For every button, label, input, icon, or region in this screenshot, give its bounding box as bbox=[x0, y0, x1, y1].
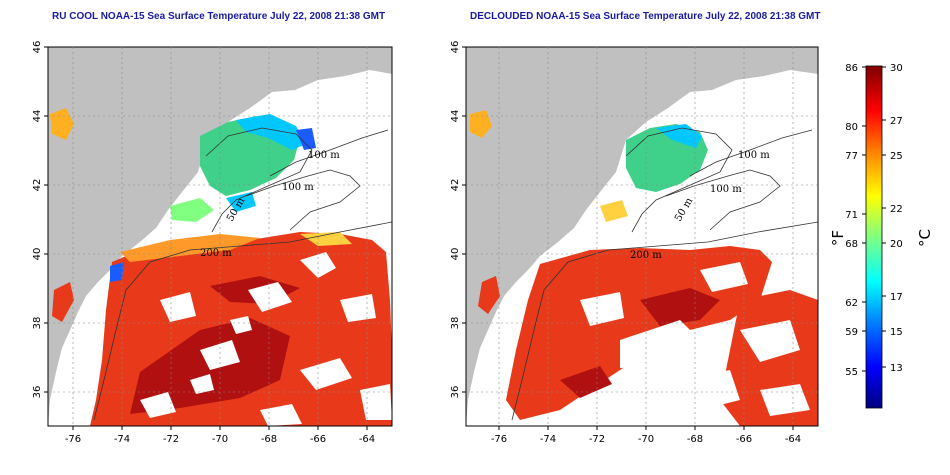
colorbar-c-tick: 22 bbox=[890, 204, 903, 215]
colorbar-f-tick: 59 bbox=[845, 327, 858, 338]
right-lon-tick: -70 bbox=[638, 434, 654, 445]
left-lon-tick: -74 bbox=[114, 434, 130, 445]
left-lon-tick: -76 bbox=[65, 434, 81, 445]
right-lon-tick: -66 bbox=[736, 434, 752, 445]
colorbar-c-tick: 25 bbox=[890, 151, 903, 162]
right-lat-tick: 42 bbox=[450, 179, 461, 192]
right-lon-tick: -74 bbox=[540, 434, 556, 445]
left-lat-tick: 42 bbox=[32, 179, 43, 192]
colorbar-c-tick: 27 bbox=[890, 116, 903, 127]
right-map-title: DECLOUDED NOAA-15 Sea Surface Temperatur… bbox=[470, 11, 821, 22]
right-land bbox=[466, 47, 818, 426]
left-isobath-label: 200 m bbox=[200, 248, 232, 259]
colorbar-f-tick: 68 bbox=[845, 239, 858, 250]
left-map-title: RU COOL NOAA-15 Sea Surface Temperature … bbox=[52, 11, 386, 22]
right-lon-tick: -76 bbox=[491, 434, 507, 445]
right-lon-tick: -64 bbox=[785, 434, 801, 445]
right-isobath-label: 100 m bbox=[738, 150, 770, 161]
colorbar-unit-celsius: °C bbox=[916, 229, 934, 247]
left-land bbox=[48, 47, 392, 426]
colorbar-c-tick: 20 bbox=[890, 239, 903, 250]
left-lat-tick: 40 bbox=[32, 248, 43, 261]
left-lon-tick: -72 bbox=[163, 434, 179, 445]
colorbar-f-tick: 86 bbox=[845, 63, 858, 74]
right-sst-map: 100 m 100 m 50 m 200 m 36 38 40 42 44 46… bbox=[450, 41, 819, 445]
left-sst-map: 100 m 100 m 50 m 200 m 36 38 40 42 44 46… bbox=[32, 41, 393, 445]
left-lon-tick: -68 bbox=[261, 434, 277, 445]
right-lat-tick: 46 bbox=[450, 41, 461, 54]
colorbar-c-tick: 30 bbox=[890, 63, 903, 74]
left-lat-tick: 44 bbox=[32, 110, 43, 123]
right-lat-tick: 38 bbox=[450, 317, 461, 330]
left-lat-tick: 46 bbox=[32, 41, 43, 54]
left-lat-tick: 38 bbox=[32, 317, 43, 330]
left-isobath-label: 100 m bbox=[282, 182, 314, 193]
right-lat-tick: 44 bbox=[450, 110, 461, 123]
right-lon-tick: -68 bbox=[687, 434, 703, 445]
right-isobath-label: 100 m bbox=[710, 184, 742, 195]
colorbar-unit-fahrenheit: °F bbox=[829, 230, 847, 246]
right-isobath-label: 200 m bbox=[630, 250, 662, 261]
colorbar-c-tick: 17 bbox=[890, 292, 903, 303]
colorbar-c-tick: 15 bbox=[890, 327, 903, 338]
colorbar-f-tick: 77 bbox=[845, 151, 858, 162]
left-lat-tick: 36 bbox=[32, 386, 43, 399]
colorbar-f-tick: 55 bbox=[845, 367, 858, 378]
colorbar-gradient bbox=[865, 65, 883, 409]
colorbar-c-tick: 13 bbox=[890, 363, 903, 374]
colorbar: 86 80 77 71 68 62 59 55 30 27 25 22 20 1… bbox=[829, 63, 934, 409]
colorbar-f-tick: 71 bbox=[845, 210, 858, 221]
right-lon-tick: -72 bbox=[589, 434, 605, 445]
left-isobath-label: 100 m bbox=[308, 150, 340, 161]
left-lon-tick: -66 bbox=[310, 434, 326, 445]
right-lat-tick: 40 bbox=[450, 248, 461, 261]
right-lat-tick: 36 bbox=[450, 386, 461, 399]
colorbar-f-tick: 62 bbox=[845, 298, 858, 309]
colorbar-f-tick: 80 bbox=[845, 122, 858, 133]
left-lon-tick: -64 bbox=[359, 434, 375, 445]
left-lon-tick: -70 bbox=[212, 434, 228, 445]
